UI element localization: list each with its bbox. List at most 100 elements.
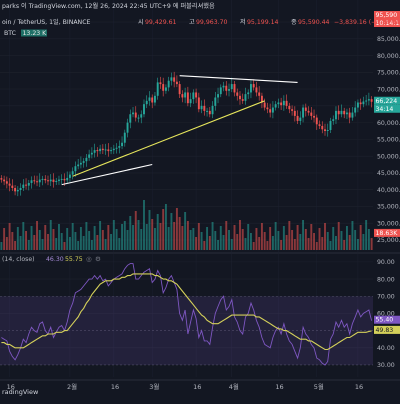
candle-body — [143, 104, 145, 114]
price-tick-label: 75,000.00 — [377, 70, 400, 77]
volume-bar — [192, 228, 194, 250]
volume-bar — [335, 236, 337, 250]
candle-body — [66, 178, 68, 180]
volume-bar — [50, 220, 52, 250]
candle-body — [190, 99, 192, 103]
volume-bar — [362, 234, 364, 250]
candle-body — [88, 154, 90, 157]
candle-body — [36, 181, 38, 182]
candle-body — [168, 81, 170, 88]
candle-body — [50, 180, 52, 182]
rsi-value-badge-text: 55.40 — [376, 317, 394, 324]
candle-body — [129, 114, 131, 122]
price-tick-label: 30,000.00 — [377, 220, 400, 227]
candle-body — [225, 86, 227, 91]
volume-bar — [349, 235, 351, 250]
rsi-indicator-name: (14, close) — [2, 256, 35, 263]
candle-body — [288, 106, 290, 109]
candle-body — [299, 118, 301, 121]
volume-bar — [39, 230, 41, 250]
ohlc-label: 시 — [138, 19, 144, 26]
volume-bar — [159, 223, 161, 250]
ohlc-value: 99,963.70 — [196, 19, 228, 26]
candle-body — [338, 111, 340, 114]
candle-body — [157, 82, 159, 95]
chart-publisher-line: parks 이 TradingView.com, 12월 26, 2024 22… — [2, 2, 215, 10]
candle-body — [272, 108, 274, 113]
price-axis-strip — [373, 0, 400, 400]
volume-bar — [209, 236, 211, 250]
candle-body — [264, 103, 266, 108]
candle-body — [80, 163, 82, 165]
volume-bar — [343, 240, 345, 250]
volume-bar — [162, 209, 164, 250]
last-price-sub-badge-text: 34:14 — [376, 106, 394, 113]
candle-body — [184, 92, 186, 97]
volume-bar — [286, 235, 288, 250]
candle-body — [25, 185, 27, 186]
volume-bar — [9, 223, 11, 250]
candle-body — [159, 82, 161, 84]
volume-bar — [113, 220, 115, 250]
gear-icon[interactable]: ⚙ — [95, 255, 101, 263]
candle-body — [269, 109, 271, 112]
candle-body — [22, 185, 24, 188]
volume-bar — [266, 241, 268, 250]
ohlc-value: 95,590.44 — [298, 19, 330, 26]
volume-bar — [242, 229, 244, 250]
volume-bar — [365, 220, 367, 250]
volume-bar — [190, 230, 192, 250]
volume-bar — [340, 231, 342, 250]
candle-body — [206, 111, 208, 112]
volume-value: 13.23 K — [23, 30, 48, 37]
price-tick-label: 25,000.00 — [377, 237, 400, 244]
volume-bar — [6, 237, 8, 250]
candle-body — [44, 179, 46, 180]
candle-body — [253, 84, 255, 87]
candle-body — [247, 92, 249, 94]
volume-bar — [275, 222, 277, 250]
time-tick-label: 16 — [355, 383, 363, 391]
volume-bar — [255, 228, 257, 250]
time-tick-label: 5월 — [314, 382, 324, 391]
candle-body — [354, 108, 356, 113]
candle-body — [85, 158, 87, 161]
volume-bar — [88, 231, 90, 250]
candle-body — [321, 126, 323, 129]
volume-bar — [151, 219, 153, 250]
rsi-ma-badge-text: 49.83 — [376, 327, 394, 334]
time-tick-label: 2월 — [67, 382, 77, 391]
volume-bar — [53, 229, 55, 250]
volume-bar — [245, 238, 247, 250]
candle-body — [310, 113, 312, 116]
eye-icon[interactable]: ◎ — [86, 255, 92, 263]
volume-bar — [258, 237, 260, 250]
volume-bar — [173, 222, 175, 250]
candle-body — [245, 94, 247, 101]
volume-bar — [280, 240, 282, 250]
volume-bar — [146, 224, 148, 250]
volume-bar — [313, 233, 315, 250]
volume-bar — [357, 239, 359, 250]
candle-body — [275, 104, 277, 107]
candle-body — [140, 114, 142, 117]
volume-bar — [332, 227, 334, 250]
candle-body — [187, 92, 189, 103]
volume-bar — [85, 222, 87, 250]
volume-bar — [121, 224, 123, 250]
volume-bar — [170, 213, 172, 250]
candle-body — [61, 179, 63, 180]
volume-bar — [102, 230, 104, 250]
candle-body — [14, 188, 16, 191]
volume-bar — [228, 230, 230, 250]
volume-bar — [138, 220, 140, 250]
volume-bar — [107, 225, 109, 250]
candle-body — [294, 111, 296, 116]
candle-body — [297, 116, 299, 121]
volume-bar — [297, 225, 299, 250]
current-price-badge-text: 95,590 — [376, 12, 398, 19]
volume-bar — [324, 223, 326, 250]
candle-body — [203, 106, 205, 111]
candle-body — [55, 181, 57, 182]
ohlc-label: 종 — [291, 19, 297, 26]
